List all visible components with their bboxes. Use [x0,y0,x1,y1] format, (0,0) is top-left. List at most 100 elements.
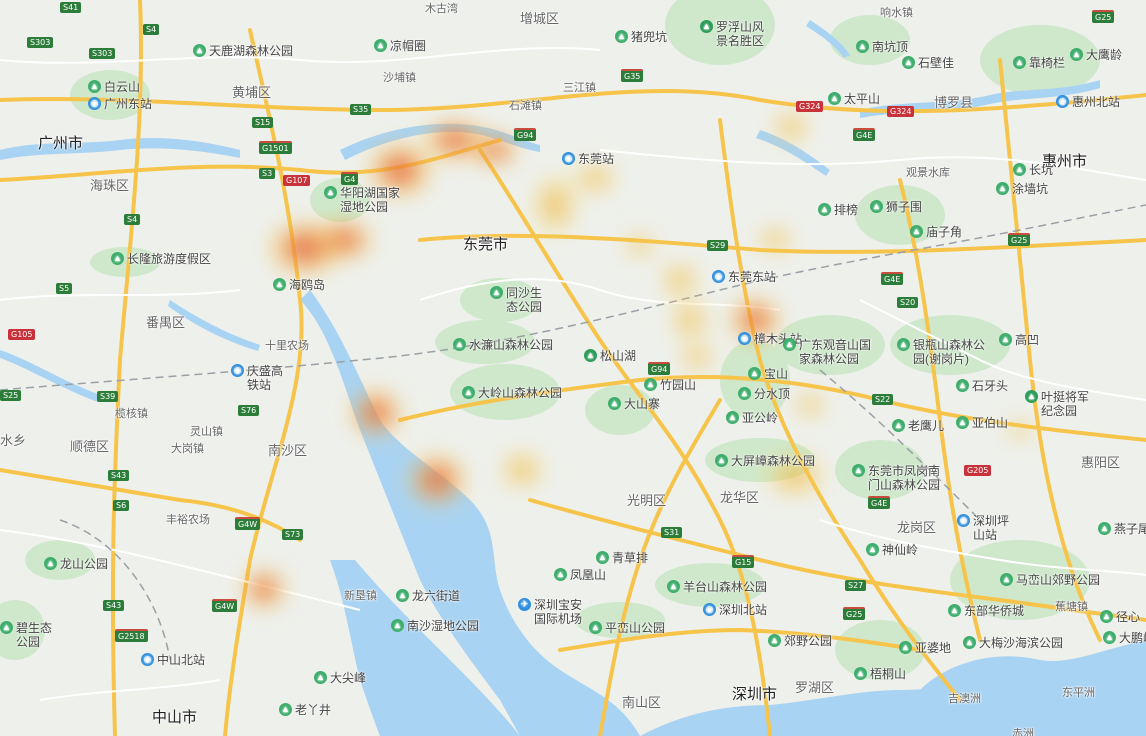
park-icon: ▲ [589,621,602,634]
park-icon: ▲ [554,568,567,581]
poi-dongguan-east[interactable]: ◉ 东莞东站 [712,270,776,284]
poi-label: 径心 [1116,610,1141,624]
poi-dongbuhuaqiaocheng[interactable]: ▲ 东部华侨城 [948,604,1024,618]
poi-yaposhi[interactable]: ▲ 亚婆地 [899,641,951,655]
park-icon: ▲ [870,200,883,213]
poi-wutongshan[interactable]: ▲ 梧桐山 [854,667,906,681]
poi-shenzhen-pingshan[interactable]: ◉ 深圳坪山站 [957,514,1011,542]
road-shield: G205 [964,465,992,476]
poi-shiyatou[interactable]: ▲ 石牙头 [956,379,1008,393]
place-label-lanjiao: 榄核镇 [115,408,148,420]
park-icon: ▲ [324,186,337,199]
poi-shenzhen-north[interactable]: ◉ 深圳北站 [703,603,767,617]
poi-baoshan[interactable]: ▲ 宝山 [748,367,788,381]
park-icon: ▲ [897,338,910,351]
poi-nanshashidi[interactable]: ▲ 南沙湿地公园 [391,619,479,633]
station-icon: ◉ [141,653,154,666]
poi-shuilian[interactable]: ▲ 水濂山森林公园 [453,338,553,352]
poi-dayingling[interactable]: ▲ 大鹰龄 [1070,48,1122,62]
poi-zhongshan-north[interactable]: ◉ 中山北站 [141,653,205,667]
poi-dongguan-st[interactable]: ◉ 东莞站 [562,152,614,166]
green-areas [0,0,1100,680]
poi-laoyinger[interactable]: ▲ 老鹰儿 [892,419,944,433]
poi-yagongling[interactable]: ▲ 亚公岭 [726,411,778,425]
poi-yanzier[interactable]: ▲ 燕子尾 [1098,522,1146,536]
poi-dapingzhang[interactable]: ▲ 大屏嶂森林公园 [715,454,815,468]
poi-yatingjiang[interactable]: ▲ 叶挺将军纪念园 [1025,390,1091,418]
poi-shizituan[interactable]: ▲ 狮子围 [870,200,922,214]
poi-label: 凤凰山 [570,568,607,582]
poi-kaoyilan[interactable]: ▲ 靠椅栏 [1013,56,1065,70]
poi-label: 庙子角 [926,225,963,239]
poi-maluanshan[interactable]: ▲ 马峦山郊野公园 [1000,573,1100,587]
heat-spot [530,170,580,240]
poi-longshan[interactable]: ▲ 龙山公园 [44,557,108,571]
station-icon: ◉ [712,270,725,283]
poi-lvbi[interactable]: ▲ 碧生态公园 [0,621,54,649]
place-label-luohu: 罗湖区 [795,680,835,695]
poi-miaozijiao[interactable]: ▲ 庙子角 [910,225,962,239]
poi-yangtaishan[interactable]: ▲ 羊台山森林公园 [667,580,767,594]
poi-guanyin[interactable]: ▲ 广东观音山国家森林公园 [783,338,873,366]
poi-label: 南沙湿地公园 [407,619,480,633]
poi-damei[interactable]: ▲ 大梅沙海滨公园 [963,636,1063,650]
poi-jingxin[interactable]: ▲ 径心 [1100,610,1140,624]
poi-baiyun[interactable]: ▲ 白云山 [88,80,140,94]
poi-yabashan[interactable]: ▲ 亚伯山 [956,416,1008,430]
poi-huayang[interactable]: ▲ 华阳湖国家湿地公园 [324,186,402,214]
poi-gaoao[interactable]: ▲ 高凹 [999,333,1039,347]
poi-songshanhu[interactable]: ▲ 松山湖 [584,349,636,363]
poi-paibang[interactable]: ▲ 排榜 [818,203,858,217]
place-label-longgang: 龙岗区 [897,520,937,535]
park-icon: ▲ [644,378,657,391]
poi-label: 罗浮山风景名胜区 [716,20,765,48]
poi-changkeng[interactable]: ▲ 长坑 [1013,163,1053,177]
poi-tushuikeng[interactable]: ▲ 涂墙坑 [996,182,1048,196]
poi-taiping[interactable]: ▲ 太平山 [828,92,880,106]
poi-tongsha[interactable]: ▲ 同沙生态公园 [490,286,544,314]
poi-zhudoukeng[interactable]: ▲ 猪兜坑 [615,30,667,44]
poi-liangbeiwei[interactable]: ▲ 凉帽圈 [374,39,426,53]
poi-qingsheng[interactable]: ◉ 庆盛高铁站 [231,364,285,392]
park-icon: ▲ [828,92,841,105]
place-label-nansha: 南沙区 [268,443,308,458]
poi-shijiajia[interactable]: ▲ 石壁佳 [902,56,954,70]
poi-label: 老鹰儿 [908,419,945,433]
poi-label: 东莞站 [578,152,615,166]
poi-qingcaopai[interactable]: ▲ 青草排 [596,551,648,565]
poi-label: 亚伯山 [972,416,1009,430]
poi-dapengling[interactable]: ▲大鹏岭 [1103,631,1146,645]
poi-dajianfeng[interactable]: ▲ 大尖峰 [314,671,366,685]
heat-spot [792,390,828,420]
poi-tianlu[interactable]: ▲ 天鹿湖森林公园 [193,44,293,58]
poi-label: 石壁佳 [918,56,955,70]
poi-fenggangnanmen[interactable]: ▲ 东莞市凤岗南门山森林公园 [852,464,942,492]
heat-spot [365,140,435,200]
poi-dashanzhai[interactable]: ▲ 大山寨 [608,397,660,411]
poi-shenxianling[interactable]: ▲ 神仙岭 [866,543,918,557]
road-shield: G324 [887,106,915,117]
poi-baoan[interactable]: ✈ 深圳宝安国际机场 [518,598,584,626]
poi-label: 东部华侨城 [964,604,1025,618]
station-icon: ◉ [88,97,101,110]
poi-jiaoyue[interactable]: ▲ 郊野公园 [768,634,832,648]
poi-dalingshan[interactable]: ▲ 大岭山森林公园 [462,386,562,400]
poi-longliu[interactable]: ▲ 龙六街道 [396,589,460,603]
poi-pingshan[interactable]: ▲ 平峦山公园 [589,621,665,635]
poi-luofu[interactable]: ▲ 罗浮山风景名胜区 [700,20,766,48]
poi-nankeng[interactable]: ▲ 南坑顶 [856,40,908,54]
poi-label: 青草排 [612,551,649,565]
poi-changlong[interactable]: ▲ 长隆旅游度假区 [111,252,211,266]
poi-label: 平峦山公园 [605,621,666,635]
poi-yinpingshan[interactable]: ▲ 银瓶山森林公园(谢岗片) [897,338,987,366]
poi-fenghuangshan[interactable]: ▲ 凤凰山 [554,568,606,582]
poi-haiougao[interactable]: ▲ 海鸥岛 [273,278,325,292]
park-icon: ▲ [854,667,867,680]
poi-zhuyuanshan[interactable]: ▲ 竹园山 [644,378,696,392]
poi-laoyajing[interactable]: ▲ 老丫井 [279,703,331,717]
place-label-zhongshan: 中山市 [152,709,198,726]
poi-gz-east[interactable]: ◉ 广州东站 [88,97,152,111]
poi-fenshuiding[interactable]: ▲ 分水顶 [738,387,790,401]
poi-huizhou-north[interactable]: ◉ 惠州北站 [1056,95,1120,109]
